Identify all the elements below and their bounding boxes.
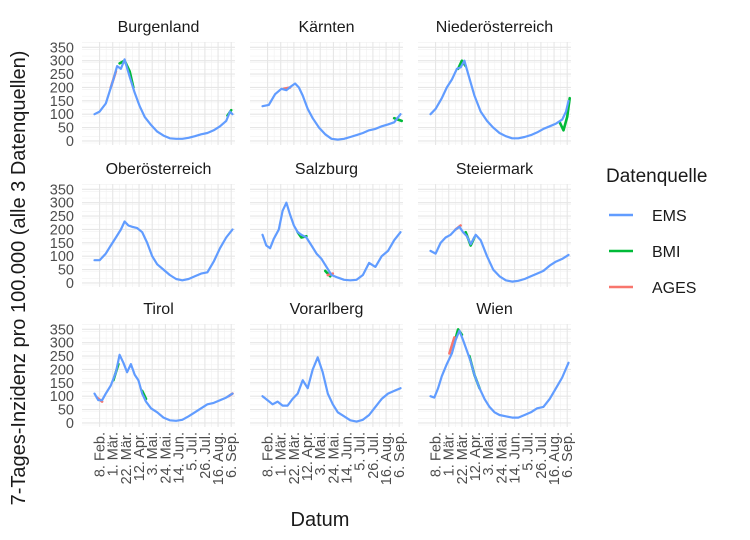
x-tick-label: 1. Mär. <box>106 432 122 476</box>
y-tick-label: 100 <box>50 389 74 405</box>
series-line-ems <box>261 201 402 282</box>
panel-salzburg: Salzburg <box>250 161 403 287</box>
panel-title: Kärnten <box>298 19 354 36</box>
series-line-ems <box>429 329 570 419</box>
y-tick-label: 100 <box>50 249 74 265</box>
y-tick-label: 50 <box>58 263 74 279</box>
y-tick-label: 0 <box>66 276 74 292</box>
x-tick-label: 1. Mär. <box>442 432 458 476</box>
legend-label: EMS <box>652 208 687 225</box>
x-tick-label: 22. Mär. <box>455 432 471 484</box>
legend-item-ages: AGES <box>606 273 696 301</box>
y-tick-label: 350 <box>50 40 74 56</box>
x-tick-label: 14. Jun. <box>340 432 356 484</box>
legend-label: AGES <box>652 280 696 297</box>
y-tick-label: 250 <box>50 349 74 365</box>
y-tick-label: 150 <box>50 94 74 110</box>
x-tick-label: 8. Feb. <box>261 432 277 477</box>
panel-karnten: Kärnten <box>250 19 404 145</box>
panel-title: Tirol <box>143 301 174 318</box>
panel-title: Niederösterreich <box>436 19 553 36</box>
x-tick-label: 6. Sep. <box>560 432 576 478</box>
legend-item-ems: EMS <box>606 201 687 229</box>
x-tick-label: 12. Apr. <box>468 432 484 481</box>
panel-title: Oberösterreich <box>106 161 212 178</box>
y-tick-label: 50 <box>58 403 74 419</box>
series-line-ems <box>93 220 234 282</box>
panel-niederosterreich: Niederösterreich <box>418 19 572 145</box>
x-tick-label: 24. Mai. <box>326 432 342 484</box>
x-tick-label: 3. Mai. <box>481 432 497 476</box>
series-line-ems <box>261 82 402 141</box>
x-tick-label: 26. Jul. <box>198 432 214 479</box>
y-tick-label: 200 <box>50 362 74 378</box>
panel-steiermark: Steiermark <box>418 161 571 287</box>
x-tick-label: 24. Mai. <box>158 432 174 484</box>
legend-label: BMI <box>652 244 680 261</box>
x-tick-label: 12. Apr. <box>300 432 316 481</box>
y-tick-label: 300 <box>50 336 74 352</box>
x-tick-label: 16. Aug. <box>547 432 563 485</box>
x-tick-label: 8. Feb. <box>93 432 109 477</box>
series-line-bmi <box>392 116 404 123</box>
y-tick-label: 350 <box>50 322 74 338</box>
y-tick-label: 250 <box>50 67 74 83</box>
panel-title: Wien <box>476 301 512 318</box>
x-tick-label: 22. Mär. <box>119 432 135 484</box>
y-tick-label: 150 <box>50 236 74 252</box>
y-tick-label: 300 <box>50 196 74 212</box>
x-tick-label: 16. Aug. <box>211 432 227 485</box>
y-tick-label: 50 <box>58 121 74 137</box>
legend-title: Datenquelle <box>606 166 707 187</box>
y-tick-label: 300 <box>50 54 74 70</box>
series-line-ems <box>429 59 570 140</box>
legend: Datenquelle EMS BMI AGES <box>606 166 707 301</box>
panel-title: Vorarlberg <box>290 301 364 318</box>
y-tick-label: 150 <box>50 376 74 392</box>
y-tick-label: 350 <box>50 182 74 198</box>
x-axis-title: Datum <box>291 509 350 531</box>
series-line-ems <box>261 356 402 423</box>
x-tick-label: 5. Jul. <box>521 432 537 471</box>
x-tick-label: 3. Mai. <box>313 432 329 476</box>
x-tick-label: 1. Mär. <box>274 432 290 476</box>
x-tick-label: 22. Mär. <box>287 432 303 484</box>
x-tick-label: 6. Sep. <box>392 432 408 478</box>
y-tick-label: 200 <box>50 222 74 238</box>
panel-title: Burgenland <box>118 19 200 36</box>
series-line-ages <box>448 336 456 355</box>
x-tick-label: 12. Apr. <box>132 432 148 481</box>
legend-item-bmi: BMI <box>606 237 680 265</box>
series-line-bmi <box>558 96 572 132</box>
x-tick-label: 8. Feb. <box>429 432 445 477</box>
y-tick-label: 250 <box>50 209 74 225</box>
panel-title: Salzburg <box>295 161 358 178</box>
series-line-ems <box>93 58 234 140</box>
x-tick-label: 14. Jun. <box>508 432 524 484</box>
y-tick-label: 0 <box>66 134 74 150</box>
x-tick-label: 16. Aug. <box>379 432 395 485</box>
panel-vorarlberg: Vorarlberg 8. Feb.1. Mär.22. Mär.12. Apr.… <box>250 301 408 485</box>
y-axis-title: 7-Tages-Inzidenz pro 100.000 (alle 3 Dat… <box>8 51 30 506</box>
x-tick-label: 14. Jun. <box>172 432 188 484</box>
x-tick-label: 3. Mai. <box>145 432 161 476</box>
series-line-ems <box>429 225 570 283</box>
x-tick-label: 26. Jul. <box>366 432 382 479</box>
y-tick-label: 100 <box>50 107 74 123</box>
panel-wien: Wien 8. Feb.1. Mär.22. Mär.12. Apr.3. Mai… <box>418 301 576 485</box>
x-tick-label: 6. Sep. <box>224 432 240 478</box>
y-tick-label: 0 <box>66 416 74 432</box>
y-tick-label: 200 <box>50 80 74 96</box>
x-tick-label: 26. Jul. <box>534 432 550 479</box>
x-tick-label: 5. Jul. <box>353 432 369 471</box>
series-line-ems <box>93 353 234 422</box>
x-tick-label: 5. Jul. <box>185 432 201 471</box>
panel-title: Steiermark <box>456 161 534 178</box>
x-tick-label: 24. Mai. <box>494 432 510 484</box>
